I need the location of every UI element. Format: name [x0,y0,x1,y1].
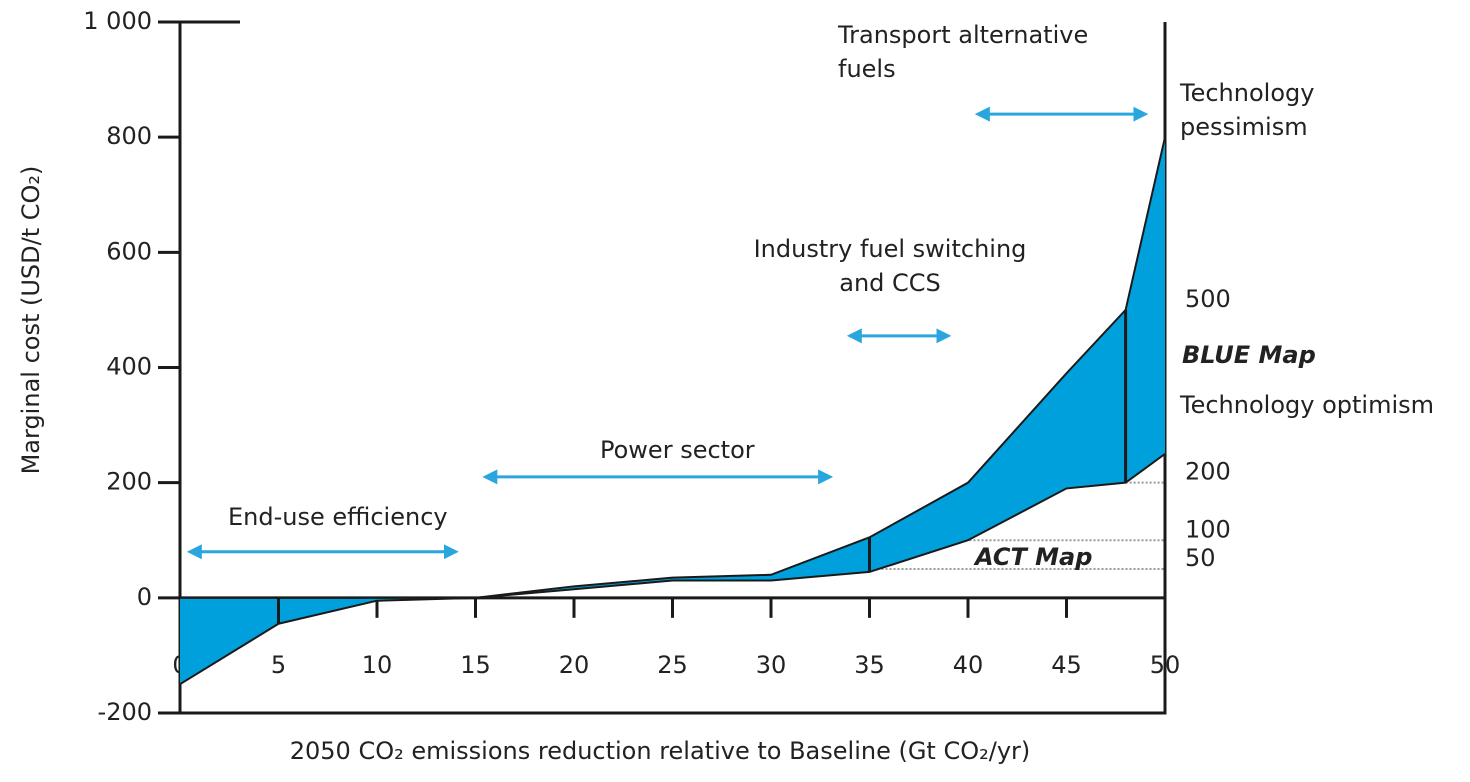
x-tick-label: 30 [756,651,787,679]
series-label: Technology optimism [1180,391,1434,419]
x-tick-label: 20 [559,651,590,679]
y-tick-label: 1 000 [83,7,152,35]
x-tick-label: 10 [362,651,393,679]
x-axis-label: 2050 CO₂ emissions reduction relative to… [290,737,1031,765]
y-tick-label: -200 [98,698,152,726]
x-tick-label: 50 [1150,651,1181,679]
x-tick-label: 40 [953,651,984,679]
annotation: End-use efficiency [228,503,448,531]
x-tick-label: 15 [460,651,491,679]
x-tick-label: 35 [854,651,885,679]
y-tick-label: 800 [106,122,152,150]
reference-label: 50 [1185,544,1216,572]
annotation: Transport alternative fuels [838,21,1089,83]
x-tick-label: 25 [657,651,688,679]
y-tick-label: 400 [106,353,152,381]
y-tick-label: 600 [106,237,152,265]
band-area [180,137,1165,685]
series-label: Technology pessimism [1180,79,1315,141]
annotation: Industry fuel switching and CCS [753,235,1027,297]
y-tick-label: 200 [106,468,152,496]
reference-label: 200 [1185,458,1231,486]
region-label: BLUE Map [1182,341,1316,369]
reference-label: 100 [1185,515,1231,543]
annotation: Power sector [600,436,755,464]
region-label: ACT Map [975,543,1093,571]
x-tick-label: 5 [271,651,286,679]
x-tick-label: 45 [1051,651,1082,679]
y-axis-label: Marginal cost (USD/t CO₂) [17,166,45,475]
reference-label: 500 [1185,285,1231,313]
band-edge [180,136,1166,599]
y-tick-label: 0 [137,583,152,611]
band-edge [179,453,1166,686]
